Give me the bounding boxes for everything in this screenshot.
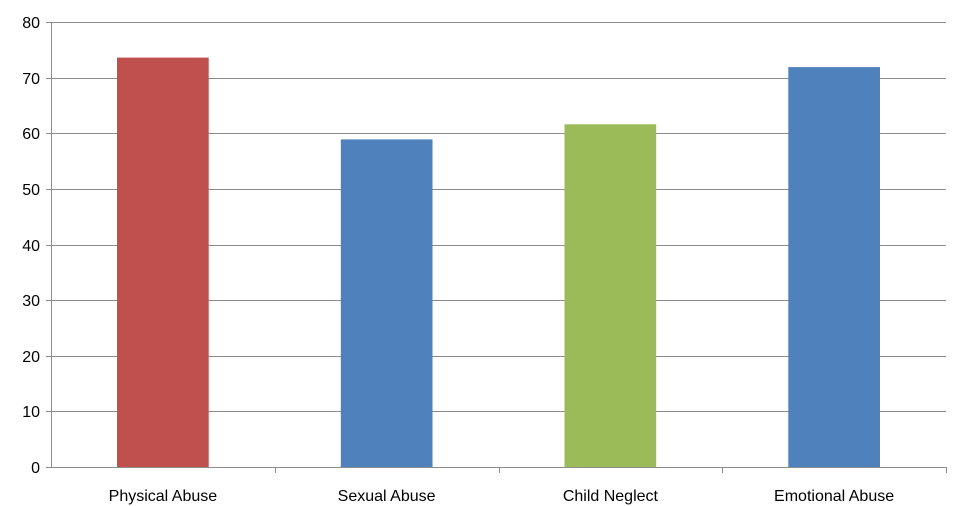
x-tick-label: Sexual Abuse — [338, 488, 436, 505]
y-tick-label: 0 — [31, 460, 40, 477]
y-tick-label: 30 — [22, 293, 40, 310]
x-tick-label: Child Neglect — [563, 488, 659, 505]
bar-emotional-abuse — [788, 67, 880, 467]
x-tick-label: Emotional Abuse — [774, 488, 894, 505]
y-tick-label: 60 — [22, 126, 40, 143]
axes — [46, 22, 947, 473]
bar-sexual-abuse — [340, 139, 433, 467]
y-tick-label: 40 — [22, 238, 40, 255]
x-tick-label: Physical Abuse — [109, 488, 218, 505]
bars — [117, 57, 880, 468]
y-tick-labels: 0 10 20 30 40 50 60 70 80 — [22, 15, 40, 477]
x-tick-labels: Physical Abuse Sexual Abuse Child Neglect E… — [109, 488, 895, 505]
bar-child-neglect — [564, 124, 657, 468]
bar-physical-abuse — [117, 57, 209, 467]
y-tick-label: 20 — [22, 349, 40, 366]
y-tick-label: 50 — [22, 182, 40, 199]
y-tick-label: 10 — [22, 404, 40, 421]
y-tick-label: 70 — [22, 71, 40, 88]
y-tick-label: 80 — [22, 15, 40, 32]
